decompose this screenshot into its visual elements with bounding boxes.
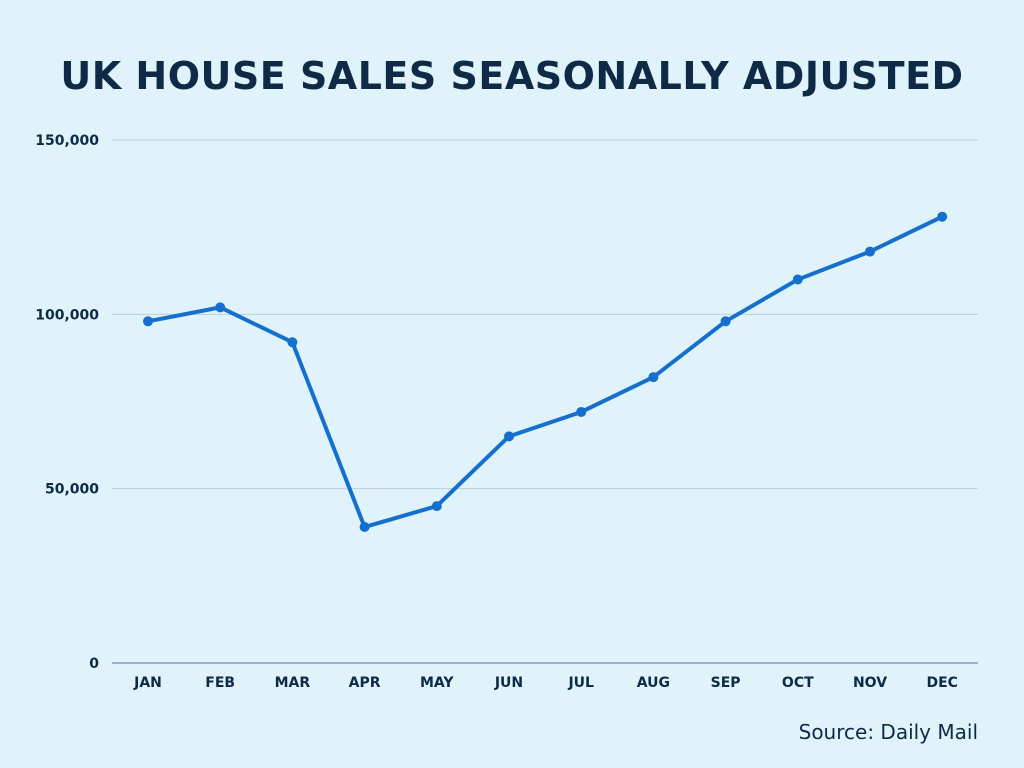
- series-layer: [143, 211, 948, 533]
- data-point: [504, 431, 514, 442]
- data-point: [215, 302, 226, 313]
- data-point: [937, 211, 948, 222]
- y-tick-label: 150,000: [35, 133, 99, 149]
- x-tick-label: MAY: [420, 675, 454, 691]
- x-tick-label: DEC: [926, 675, 957, 691]
- data-point: [431, 501, 442, 512]
- y-axis-tick-labels: 0 50,000 100,000 150,000: [35, 133, 99, 672]
- x-tick-label: NOV: [853, 675, 887, 691]
- gridlines: [112, 139, 978, 490]
- x-tick-label: MAR: [275, 675, 311, 691]
- data-point: [576, 406, 587, 417]
- y-tick-label: 0: [89, 656, 99, 672]
- data-point: [359, 522, 370, 533]
- x-tick-label: APR: [349, 675, 381, 691]
- data-point: [143, 316, 153, 327]
- y-tick-label: 100,000: [35, 307, 99, 323]
- y-tick-label: 50,000: [45, 482, 99, 498]
- chart-title: UK HOUSE SALES SEASONALLY ADJUSTED: [60, 54, 964, 98]
- data-point: [865, 246, 875, 257]
- x-tick-label: JUN: [494, 675, 523, 691]
- data-point: [792, 274, 803, 285]
- data-point: [287, 337, 298, 348]
- data-point: [648, 372, 659, 383]
- x-tick-label: OCT: [782, 675, 814, 691]
- x-axis-tick-labels: JAN FEB MAR APR MAY JUN JUL AUG SEP OCT NOV DEC: [133, 675, 958, 691]
- data-point: [720, 316, 731, 327]
- x-tick-label: JAN: [133, 675, 162, 691]
- x-tick-label: FEB: [205, 675, 235, 691]
- x-tick-label: SEP: [711, 675, 741, 691]
- series-line: [146, 214, 945, 530]
- x-tick-label: JUL: [567, 675, 594, 691]
- source-note: Source: Daily Mail: [798, 720, 978, 744]
- x-tick-label: AUG: [637, 675, 670, 691]
